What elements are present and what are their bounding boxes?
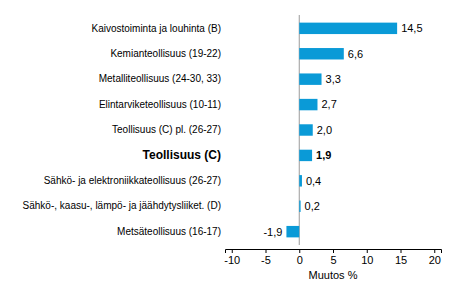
category-tick: Teollisuus (C) pl. (26-27)	[112, 124, 225, 135]
x-tick: -10	[224, 249, 240, 266]
category-tick: Metalliteollisuus (24-30, 33)	[99, 73, 225, 84]
axis-line	[226, 250, 442, 254]
category-tick: Kaivostoiminta ja louhinta (B)	[91, 23, 225, 34]
plot: 14,5 6,6 3,3 2,7 2,0 1,9 0,4 0,2 -1,9 Kaivostoimi…	[23, 15, 442, 266]
category-tick: Teollisuus (C)	[143, 148, 225, 162]
x-axis-title: Muutos %	[309, 269, 358, 281]
tick-mark	[434, 249, 435, 253]
bars	[286, 23, 397, 238]
tick-mark	[232, 249, 233, 253]
category-tick: Elintarviketeollisuus (10-11)	[99, 99, 225, 110]
category-label: Metsäteollisuus (16-17)	[117, 226, 221, 237]
data-label: 0,4	[306, 175, 321, 187]
x-tick: 20	[429, 249, 441, 266]
data-label: 6,6	[348, 48, 363, 60]
data-label: 1,9	[316, 149, 331, 161]
data-label: 2,0	[317, 124, 332, 136]
x-tick: 0	[297, 249, 303, 266]
category-label: Kaivostoiminta ja louhinta (B)	[91, 23, 221, 34]
x-tick: -5	[261, 249, 271, 266]
data-label: 0,2	[305, 200, 320, 212]
data-label: 3,3	[326, 73, 341, 85]
category-label: Sähkö- ja elektroniikkateollisuus (26-27…	[44, 175, 221, 186]
bar	[299, 73, 321, 84]
category-label: Kemianteollisuus (19-22)	[110, 48, 221, 59]
tick-mark	[299, 249, 300, 253]
category-label: Teollisuus (C) pl. (26-27)	[112, 124, 221, 135]
tick-label: 0	[297, 254, 303, 266]
category-label: Elintarviketeollisuus (10-11)	[99, 99, 221, 110]
category-tick: Metsäteollisuus (16-17)	[117, 226, 225, 237]
tick-mark	[266, 249, 267, 253]
tick-label: -10	[224, 254, 240, 266]
category-tick: Sähkö- ja elektroniikkateollisuus (26-27…	[44, 175, 225, 186]
data-label: 2,7	[321, 98, 336, 110]
x-tick: 15	[395, 249, 407, 266]
tick-label: 15	[395, 254, 407, 266]
bar	[299, 201, 300, 212]
chart: 14,5 6,6 3,3 2,7 2,0 1,9 0,4 0,2 -1,9 Kaivostoimi…	[0, 0, 454, 302]
data-label: 14,5	[401, 22, 422, 34]
category-label: Sähkö-, kaasu-, lämpö- ja jäähdytysliike…	[23, 200, 221, 211]
x-tick: 5	[330, 249, 336, 266]
tick-label: 20	[429, 254, 441, 266]
bar	[299, 48, 344, 59]
tick-mark	[367, 249, 368, 253]
bar	[286, 226, 299, 237]
bar	[299, 175, 302, 186]
tick-label: 10	[361, 254, 373, 266]
bar	[299, 23, 397, 34]
x-tick: 10	[361, 249, 373, 266]
category-axis: Kaivostoiminta ja louhinta (B) Kemianteol…	[23, 23, 225, 237]
x-axis: -10 -5 0 5 10 15 20	[224, 249, 441, 266]
data-label: -1,9	[263, 226, 282, 238]
tick-mark	[333, 249, 334, 253]
category-label: Metalliteollisuus (24-30, 33)	[99, 73, 221, 84]
tick-mark	[401, 249, 402, 253]
bar	[299, 99, 317, 110]
category-tick: Sähkö-, kaasu-, lämpö- ja jäähdytysliike…	[23, 200, 225, 211]
category-tick: Kemianteollisuus (19-22)	[110, 48, 225, 59]
category-label: Teollisuus (C)	[143, 148, 221, 162]
bar	[299, 150, 312, 161]
tick-label: -5	[261, 254, 271, 266]
tick-label: 5	[330, 254, 336, 266]
bar	[299, 124, 313, 135]
